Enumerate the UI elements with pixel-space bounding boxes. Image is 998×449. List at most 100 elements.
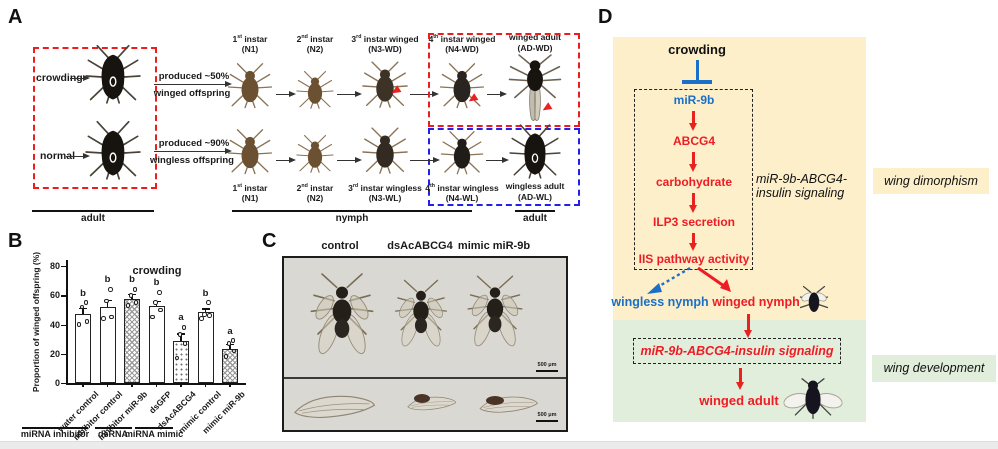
sig-letter-3: b bbox=[153, 277, 160, 289]
y-tick-label-20: 20 bbox=[49, 348, 60, 359]
horizontal-scrollbar[interactable] bbox=[0, 441, 998, 449]
aphid-n2-top bbox=[296, 70, 334, 112]
nymph-underline bbox=[232, 210, 472, 213]
x-tick-4 bbox=[180, 383, 182, 387]
y-tick-60 bbox=[61, 295, 66, 297]
data-point bbox=[174, 355, 180, 361]
arrow-carb-ilp3 bbox=[692, 193, 695, 206]
aphid-n1-bottom bbox=[227, 128, 273, 178]
error-bar-2 bbox=[131, 293, 133, 299]
adult-aphid-normal bbox=[85, 120, 141, 184]
sig-letter-2: b bbox=[129, 274, 135, 286]
group-label-dsRNA: dsRNA bbox=[97, 429, 128, 439]
signaling-cascade-box bbox=[634, 89, 753, 270]
data-point bbox=[125, 303, 131, 308]
y-tick-label-40: 40 bbox=[49, 319, 60, 330]
scale-bar-bottom-label: 500 μm bbox=[537, 412, 557, 418]
data-point bbox=[181, 325, 187, 330]
x-tick-0 bbox=[82, 383, 84, 387]
stage-n4wl-label: 4th instar wingless (N4-WL) bbox=[425, 182, 499, 204]
x-label-inhibitor-control: inhibitor control bbox=[71, 389, 125, 443]
c-column-mimic: mimic miR-9b bbox=[457, 240, 531, 252]
stage-adwl-label: wingless adult (AD-WL) bbox=[505, 181, 565, 202]
error-bar-5 bbox=[204, 308, 207, 313]
chart-title: crowding bbox=[132, 265, 182, 277]
data-point bbox=[76, 322, 82, 327]
group-label-miRNA-mimic: miRNA mimic bbox=[124, 429, 184, 439]
bar-dsGFP bbox=[148, 306, 165, 383]
arrow-n1-n2-bottom bbox=[276, 156, 296, 163]
produced-wingless-line2: wingless offspring bbox=[150, 155, 234, 166]
diverging-arrows bbox=[647, 266, 731, 294]
winged-nymph-icon bbox=[798, 285, 830, 315]
data-point bbox=[79, 304, 85, 310]
adult-left-caption: adult bbox=[81, 213, 105, 224]
data-point bbox=[158, 307, 163, 313]
x-axis bbox=[66, 383, 246, 385]
group-line-0 bbox=[22, 427, 88, 429]
y-tick-0 bbox=[61, 383, 66, 385]
photo-aphid-control bbox=[302, 266, 382, 366]
arrow-n2-n3-bottom bbox=[337, 156, 362, 163]
data-point bbox=[128, 292, 134, 298]
adult-aphid-crowding bbox=[85, 44, 141, 108]
arrow-n4-ad-bottom bbox=[486, 156, 509, 163]
data-point bbox=[108, 287, 113, 292]
arrow-n2-n3-top bbox=[337, 90, 362, 97]
x-label-inhibitor-miR-9b: inhibitor miR-9b bbox=[95, 389, 150, 443]
carbohydrate-node: carbohydrate bbox=[655, 175, 733, 189]
condition-crowding-label: crowding bbox=[36, 72, 83, 84]
arrow-abcg4-carb bbox=[692, 152, 695, 165]
stage-n2-top-label: 2nd instar (N2) bbox=[296, 33, 334, 55]
adult-conditions-box bbox=[33, 47, 157, 189]
data-point bbox=[199, 316, 204, 321]
error-cap-3 bbox=[152, 301, 161, 303]
bar-dsAcABCG4 bbox=[173, 340, 189, 383]
x-tick-6 bbox=[229, 383, 231, 387]
stage-n1-bottom-label: 1st instar (N1) bbox=[232, 182, 268, 204]
panel-b-label: B bbox=[8, 230, 23, 252]
data-point bbox=[84, 319, 90, 324]
produced-winged-arrow bbox=[154, 80, 232, 87]
x-label-dsGFP: dsGFP bbox=[147, 389, 174, 416]
bar-mimic-control bbox=[197, 312, 214, 383]
y-tick-label-80: 80 bbox=[49, 261, 60, 271]
error-bar-6 bbox=[229, 343, 231, 349]
panel-c-label: C bbox=[262, 230, 277, 252]
arrow-devbox-adult bbox=[739, 368, 742, 383]
arrow-n3-n4-bottom bbox=[410, 156, 440, 163]
bar-inhibitor-miR-9b bbox=[124, 298, 140, 383]
arrow-mir9b-abcg4 bbox=[692, 111, 695, 124]
aphid-n3-wingless bbox=[362, 126, 408, 178]
dev-signaling-label: miR-9b-ABCG4-insulin signaling bbox=[640, 344, 834, 358]
condition-normal-label: normal bbox=[40, 150, 76, 162]
mir9b-node: miR-9b bbox=[673, 93, 715, 107]
data-point bbox=[202, 311, 207, 317]
photo-wing-control bbox=[292, 390, 378, 422]
x-tick-5 bbox=[204, 383, 207, 387]
inhibition-bar-head bbox=[682, 80, 712, 84]
c-column-control: control bbox=[321, 240, 359, 252]
arrow-ilp3-iis bbox=[692, 233, 695, 244]
data-point bbox=[177, 332, 183, 338]
adult-left-underline bbox=[32, 210, 154, 213]
stage-n2-bottom-label: 2nd instar (N2) bbox=[296, 182, 334, 204]
error-bar-1 bbox=[106, 299, 109, 307]
crowding-arrow bbox=[70, 74, 90, 81]
winged-adult-icon bbox=[783, 378, 843, 420]
aphid-wingless-adult bbox=[509, 124, 561, 182]
photo-divider bbox=[284, 377, 566, 379]
x-tick-3 bbox=[155, 383, 158, 387]
x-label-mimic-control: mimic control bbox=[176, 389, 223, 436]
data-point bbox=[104, 298, 109, 304]
photo-aphid-dsacabcg4 bbox=[388, 274, 454, 356]
c-column-dsacabcg4: dsAcABCG4 bbox=[387, 240, 453, 252]
iis-node: IIS pathway activity bbox=[638, 252, 750, 266]
produced-wingless-line1: produced ~90% bbox=[158, 138, 230, 149]
y-axis-title: Proportion of winged offspring (%) bbox=[31, 251, 41, 393]
error-cap-6 bbox=[226, 343, 234, 345]
cascade-side-label: miR-9b-ABCG4- insulin signaling bbox=[756, 172, 847, 200]
arrow-n4-ad-top bbox=[487, 90, 507, 97]
group-label-miRNA-inhibitor: miRNA inhibitor bbox=[20, 429, 90, 439]
